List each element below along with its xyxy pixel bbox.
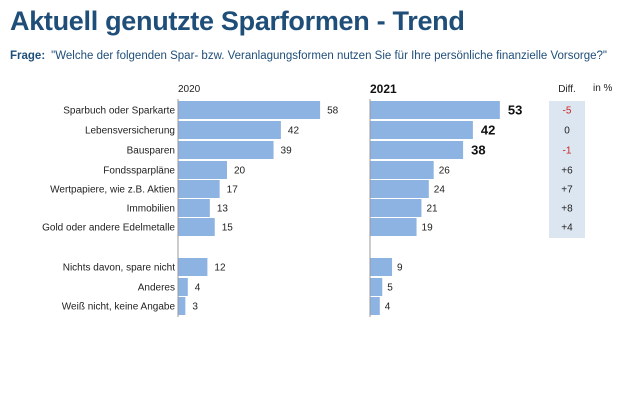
category-label: Lebensversicherung: [85, 126, 175, 137]
question-label: Frage:: [10, 50, 46, 62]
value-label-2021: 42: [481, 123, 495, 138]
bar-2021: [370, 141, 464, 159]
bar-2021: [370, 218, 417, 236]
value-label-2021: 5: [387, 283, 393, 294]
value-label-2021: 26: [439, 166, 451, 177]
value-label-2021: 53: [508, 103, 522, 118]
value-label-2021: 9: [397, 263, 403, 274]
bar-2021: [370, 161, 434, 179]
category-label: Gold oder andere Edelmetalle: [42, 223, 175, 234]
value-label-2020: 13: [217, 204, 229, 215]
bar-2021: [370, 258, 393, 276]
value-label-2020: 12: [214, 263, 226, 274]
diff-value: +8: [561, 204, 573, 215]
value-label-2020: 15: [222, 223, 234, 234]
value-label-2021: 19: [422, 223, 434, 234]
unit-label: in %: [593, 83, 613, 94]
diff-value: -5: [563, 106, 572, 117]
value-label-2020: 17: [227, 185, 239, 196]
category-label: Weiß nicht, keine Angabe: [62, 302, 176, 313]
diff-value: -1: [563, 146, 572, 157]
bar-2020: [178, 199, 210, 217]
value-label-2020: 4: [195, 283, 201, 294]
value-label-2021: 38: [471, 143, 485, 158]
bar-2020: [178, 180, 220, 198]
value-label-2021: 21: [426, 204, 438, 215]
bar-2021: [370, 199, 422, 217]
bar-2020: [178, 141, 274, 159]
header-2020: 2020: [178, 84, 201, 95]
bar-2021: [370, 278, 383, 296]
bar-2020: [178, 278, 188, 296]
bar-2020: [178, 101, 321, 119]
diff-header: Diff.: [558, 84, 576, 95]
category-label: Bausparen: [127, 146, 175, 157]
bar-2020: [178, 161, 227, 179]
bar-2020: [178, 297, 186, 315]
diff-box: [549, 101, 585, 238]
value-label-2021: 4: [385, 302, 391, 313]
bar-2021: [370, 101, 500, 119]
value-label-2020: 20: [234, 166, 246, 177]
value-label-2020: 39: [281, 146, 293, 157]
header-2021: 2021: [370, 82, 397, 96]
category-label: Immobilien: [127, 204, 175, 215]
question-text: "Welche der folgenden Spar- bzw. Veranla…: [51, 50, 607, 62]
bar-2020: [178, 121, 281, 139]
category-label: Nichts davon, spare nicht: [63, 263, 176, 274]
bar-2020: [178, 218, 215, 236]
value-label-2021: 24: [434, 185, 446, 196]
diff-value: +6: [561, 166, 573, 177]
diff-value: +4: [561, 223, 573, 234]
bar-2021: [370, 121, 473, 139]
question: Frage: "Welche der folgenden Spar- bzw. V…: [10, 50, 607, 62]
category-label: Fondssparpläne: [103, 166, 175, 177]
diff-value: +7: [561, 185, 573, 196]
value-label-2020: 58: [327, 106, 339, 117]
diff-value: 0: [564, 126, 570, 137]
page-title: Aktuell genutzte Sparformen - Trend: [10, 6, 465, 36]
bar-2021: [370, 297, 380, 315]
category-label: Anderes: [138, 283, 175, 294]
value-label-2020: 3: [192, 302, 198, 313]
bar-2021: [370, 180, 429, 198]
category-label: Sparbuch oder Sparkarte: [63, 106, 175, 117]
bar-2020: [178, 258, 208, 276]
category-label: Wertpapiere, wie z.B. Aktien: [50, 185, 175, 196]
value-label-2020: 42: [288, 126, 300, 137]
